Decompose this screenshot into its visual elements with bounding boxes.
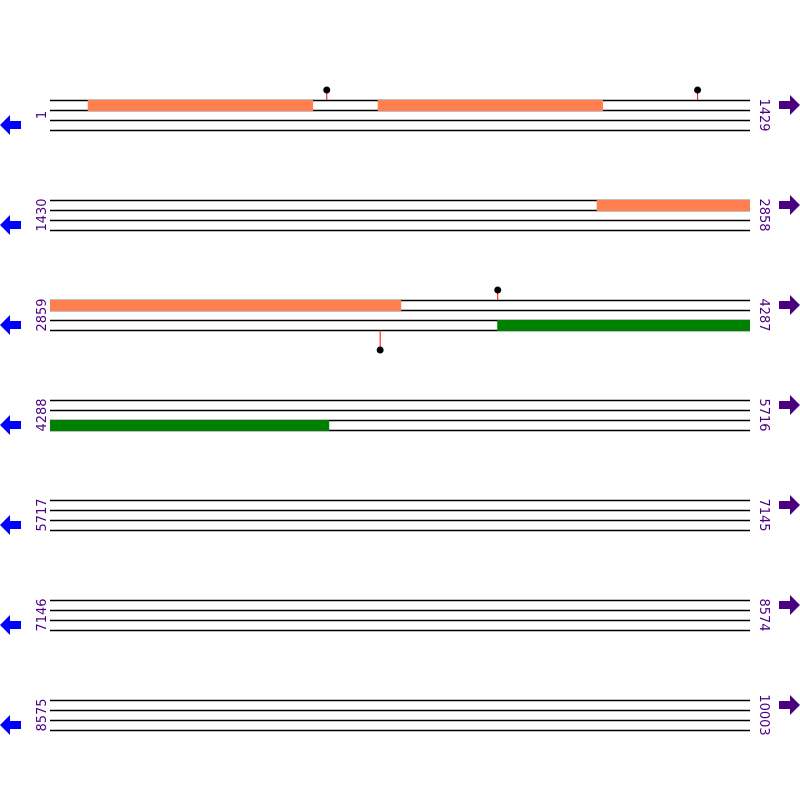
forward-feature-bar	[50, 300, 402, 311]
row-start-label: 5717	[35, 498, 50, 531]
row-end-label: 5716	[756, 398, 771, 431]
arrow-left-icon	[0, 715, 21, 735]
forward-feature-bar	[377, 100, 604, 111]
row-start-label: 4288	[35, 398, 50, 431]
row-start-label: 7146	[35, 598, 50, 631]
arrow-right-icon	[779, 295, 800, 315]
arrow-left-icon	[0, 615, 21, 635]
row-end-label: 4287	[756, 298, 771, 331]
row-end-label: 2858	[756, 198, 771, 231]
forward-feature-bar	[596, 200, 750, 211]
arrow-left-icon	[0, 115, 21, 135]
sequence-row: 8575 10003	[0, 694, 800, 736]
sequence-row: 5717 7145	[0, 495, 800, 535]
row-end-label: 8574	[756, 598, 771, 631]
marker-dot	[376, 346, 384, 354]
site-marker	[376, 330, 384, 354]
arrow-left-icon	[0, 215, 21, 235]
marker-dot	[694, 86, 702, 94]
row-start-label: 2859	[35, 298, 50, 331]
arrow-right-icon	[779, 395, 800, 415]
arrow-left-icon	[0, 415, 21, 435]
marker-dot	[494, 286, 502, 294]
reverse-feature-bar	[50, 420, 330, 431]
arrow-left-icon	[0, 515, 21, 535]
arrow-right-icon	[779, 595, 800, 615]
arrow-right-icon	[779, 195, 800, 215]
row-end-label: 1429	[756, 98, 771, 131]
row-start-label: 1430	[35, 198, 50, 231]
arrow-right-icon	[779, 695, 800, 715]
reverse-feature-bar	[497, 320, 750, 331]
site-marker	[494, 286, 502, 300]
row-end-label: 7145	[756, 498, 771, 531]
site-marker	[323, 86, 331, 100]
arrow-right-icon	[779, 495, 800, 515]
row-start-label: 1	[35, 111, 50, 119]
forward-feature-bar	[87, 100, 314, 111]
arrow-left-icon	[0, 315, 21, 335]
arrow-right-icon	[779, 95, 800, 115]
row-start-label: 8575	[35, 698, 50, 731]
marker-dot	[323, 86, 331, 94]
sequence-row: 7146 8574	[0, 595, 800, 635]
site-marker	[694, 86, 702, 100]
row-end-label: 10003	[756, 694, 771, 735]
